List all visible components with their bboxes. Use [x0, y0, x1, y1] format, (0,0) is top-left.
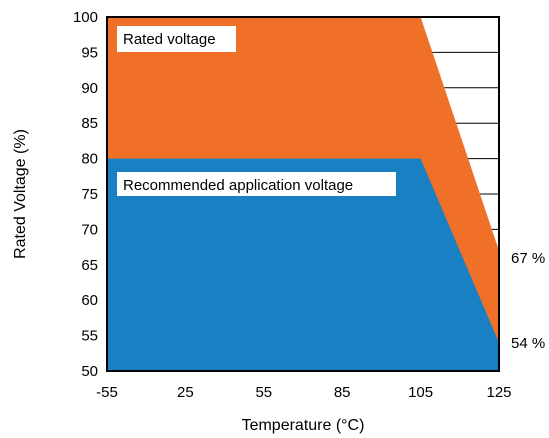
y-tick-label: 100 [73, 9, 98, 26]
y-tick-label: 90 [81, 80, 98, 97]
end-label-67: 67 % [511, 250, 545, 267]
x-tick-label: 125 [486, 384, 511, 401]
x-tick-label: 85 [334, 384, 351, 401]
x-tick-label: 25 [177, 384, 194, 401]
plot-frame [106, 16, 500, 372]
legend-rated-voltage-box [117, 26, 236, 52]
legend-rated-voltage: Rated voltage [117, 26, 236, 52]
x-axis-label: Temperature (°C) [242, 417, 365, 434]
legend-recommended-voltage: Recommended application voltage [117, 172, 396, 196]
y-tick-label: 80 [81, 151, 98, 168]
y-tick-label: 95 [81, 44, 98, 61]
x-tick-label: 55 [255, 384, 272, 401]
end-label-54: 54 % [511, 335, 545, 352]
x-tick-label: 105 [408, 384, 433, 401]
y-tick-label: 50 [81, 363, 98, 380]
y-tick-label: 55 [81, 328, 98, 345]
legend-recommended-voltage-label: Recommended application voltage [123, 177, 353, 194]
y-axis-label: Rated Voltage (%) [12, 129, 29, 259]
legend-rated-voltage-label: Rated voltage [123, 31, 216, 48]
area-series-1 [107, 158, 499, 371]
x-tick-label: -55 [96, 384, 118, 401]
y-tick-label: 65 [81, 257, 98, 274]
y-tick-label: 85 [81, 115, 98, 132]
y-tick-labels: 100 95 90 85 80 75 70 65 60 55 50 [73, 9, 98, 380]
legend-recommended-voltage-box [117, 172, 396, 196]
y-tick-label: 60 [81, 292, 98, 309]
y-tick-label: 75 [81, 186, 98, 203]
x-tick-labels: -55 25 55 85 105 125 [96, 384, 511, 401]
y-tick-label: 70 [81, 221, 98, 238]
